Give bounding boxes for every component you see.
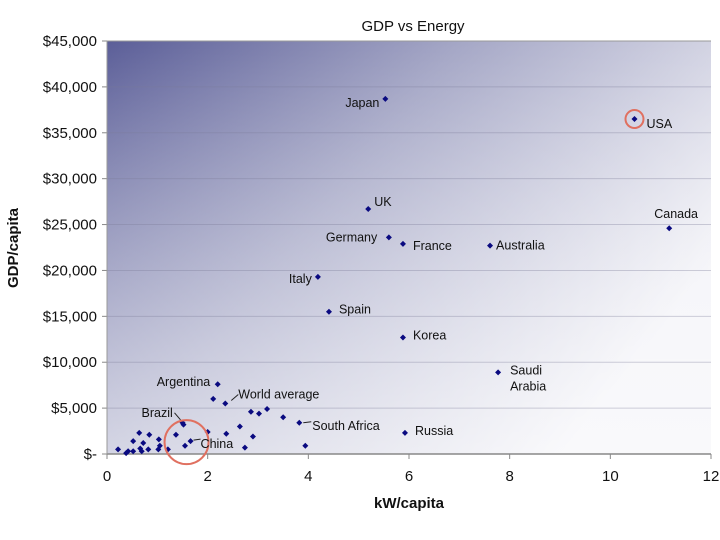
- x-tick-label: 10: [602, 468, 619, 485]
- y-tick-label: $-: [84, 446, 97, 463]
- data-point-china: [187, 438, 194, 445]
- data-point: [130, 438, 137, 445]
- label-leader-line: [174, 412, 181, 421]
- data-point: [210, 395, 217, 402]
- y-tick-label: $5,000: [51, 400, 97, 417]
- data-point: [247, 408, 254, 415]
- data-point-world-average: [222, 400, 229, 407]
- data-point-argentina: [214, 381, 221, 388]
- x-tick-label: 8: [505, 468, 513, 485]
- data-point: [249, 433, 256, 440]
- y-tick-label: $40,000: [43, 79, 97, 96]
- data-point: [140, 439, 147, 446]
- point-label: Korea: [413, 328, 446, 342]
- highlight-circle: [163, 419, 210, 466]
- x-tick-label: 4: [304, 468, 312, 485]
- y-tick-label: $35,000: [43, 125, 97, 142]
- point-label: France: [413, 239, 452, 253]
- point-label: Brazil: [142, 406, 173, 420]
- point-label: World average: [238, 388, 319, 402]
- y-axis-label: GDP/capita: [5, 207, 22, 288]
- point-label: Australia: [496, 239, 545, 253]
- data-point: [236, 423, 243, 430]
- y-tick-label: $10,000: [43, 354, 97, 371]
- point-label: Canada: [654, 207, 698, 221]
- data-point: [264, 406, 271, 413]
- x-axis-label: kW/capita: [374, 495, 445, 512]
- point-label: Japan: [345, 96, 379, 110]
- point-label: South Africa: [312, 419, 379, 433]
- data-point: [145, 446, 152, 453]
- x-tick-label: 0: [103, 468, 111, 485]
- x-tick-label: 2: [203, 468, 211, 485]
- point-label: Saudi Arabia: [510, 363, 546, 393]
- y-tick-label: $30,000: [43, 171, 97, 188]
- point-label: Germany: [326, 230, 378, 244]
- y-tick-label: $15,000: [43, 308, 97, 325]
- plot-area-shade: [107, 41, 711, 454]
- data-point: [115, 446, 122, 453]
- label-leader-line: [193, 438, 201, 441]
- data-point-korea: [399, 334, 406, 341]
- data-point: [130, 448, 137, 455]
- point-label: UK: [374, 195, 392, 209]
- data-point: [302, 442, 309, 449]
- data-point-uk: [365, 205, 372, 212]
- point-label: USA: [646, 117, 672, 131]
- data-point-saudi-arabia: [495, 369, 502, 376]
- data-point: [241, 444, 248, 451]
- data-point-canada: [666, 225, 673, 232]
- data-point: [146, 431, 153, 438]
- data-point: [256, 410, 263, 417]
- point-label: Italy: [289, 272, 313, 286]
- y-tick-label: $25,000: [43, 217, 97, 234]
- data-point: [182, 442, 189, 449]
- point-label: Spain: [339, 303, 371, 317]
- data-point-italy: [314, 273, 321, 280]
- data-point-spain: [325, 308, 332, 315]
- data-point: [123, 450, 130, 457]
- data-point: [223, 430, 230, 437]
- point-label: Argentina: [157, 375, 211, 389]
- label-leader-line: [303, 421, 312, 424]
- data-point-japan: [382, 95, 389, 102]
- data-point-russia: [401, 429, 408, 436]
- point-label: Russia: [415, 424, 453, 438]
- chart-title: GDP vs Energy: [361, 18, 465, 35]
- highlight-circle: [624, 109, 645, 130]
- data-point: [138, 448, 145, 455]
- data-point-south-africa: [296, 419, 303, 426]
- data-point: [172, 431, 179, 438]
- data-point-france: [399, 240, 406, 247]
- y-tick-label: $20,000: [43, 262, 97, 279]
- data-point: [155, 446, 162, 453]
- data-point-usa: [631, 116, 638, 123]
- point-label: China: [201, 437, 234, 451]
- y-tick-label: $45,000: [43, 33, 97, 50]
- x-tick-label: 12: [703, 468, 720, 485]
- x-tick-label: 6: [405, 468, 413, 485]
- data-point-germany: [385, 234, 392, 241]
- data-point: [155, 436, 162, 443]
- label-leader-line: [230, 394, 239, 401]
- data-point: [136, 429, 143, 436]
- data-point-australia: [487, 242, 494, 249]
- data-point: [280, 414, 287, 421]
